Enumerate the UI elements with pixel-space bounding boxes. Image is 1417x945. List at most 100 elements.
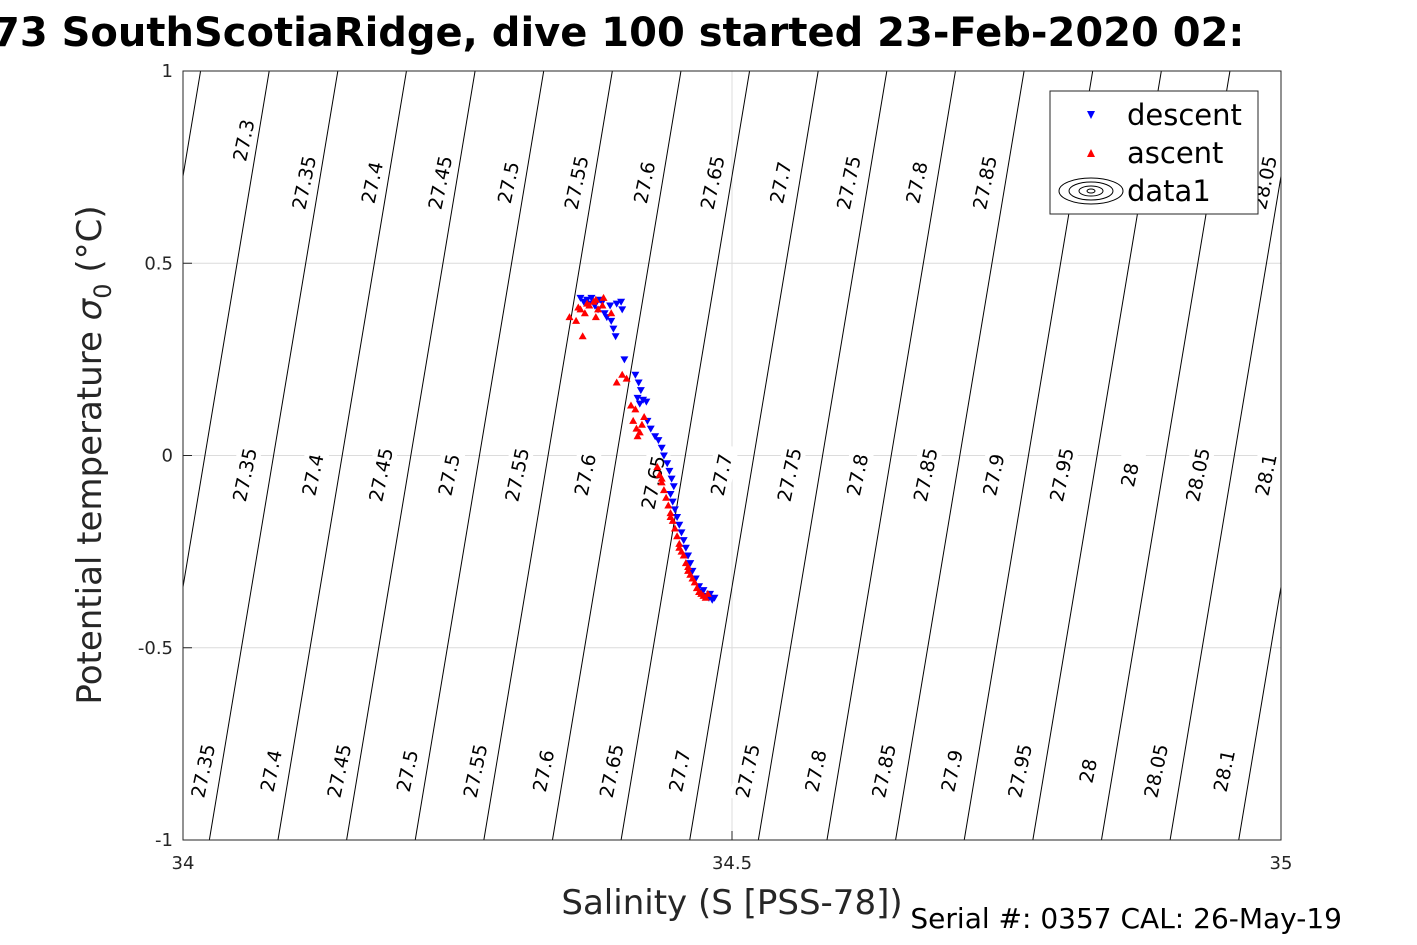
legend-contour-icon xyxy=(1058,177,1124,205)
ascent-point xyxy=(664,501,673,509)
ascent-point xyxy=(666,513,675,521)
descent-point xyxy=(675,521,684,529)
descent-point xyxy=(665,467,674,475)
ascent-point xyxy=(684,566,693,574)
contour-label-bg xyxy=(839,442,876,507)
ascent-point xyxy=(583,299,592,307)
ascent-point xyxy=(675,539,684,547)
contour-label-bg xyxy=(1179,442,1216,507)
contour-labels: 27.327.35 27.4 27.45 27.5 27.55 27.6 27.65 27.7… xyxy=(184,108,1284,803)
ascent-point xyxy=(690,578,699,586)
x-tick-label: 34.5 xyxy=(712,853,752,874)
isopycnal-line xyxy=(1376,71,1417,840)
contour-label-bg xyxy=(320,738,357,803)
ascent-point xyxy=(703,589,712,597)
descent-point xyxy=(686,560,695,568)
descent-point xyxy=(684,552,693,560)
ascent-point xyxy=(631,405,640,413)
ascent-point xyxy=(668,516,677,524)
descent-point xyxy=(663,460,672,468)
contour-label-bg xyxy=(593,738,630,803)
isopycnal-line xyxy=(3,71,131,840)
descent-point xyxy=(668,498,677,506)
ascent-point xyxy=(657,474,666,482)
isopycnal-line xyxy=(826,71,956,840)
ascent-point xyxy=(657,478,666,486)
contour-label-bg xyxy=(226,442,263,507)
isopycnal-line xyxy=(346,71,476,840)
contour-label-bg xyxy=(907,442,944,507)
contour-label-bg xyxy=(830,150,867,215)
contour-label-bg xyxy=(762,150,799,215)
ascent-point xyxy=(659,486,668,494)
isopycnal-line xyxy=(483,71,613,840)
isopycnal-line xyxy=(414,71,545,840)
contour-label-bg xyxy=(797,738,834,803)
chart-title: 73 SouthScotiaRidge, dive 100 started 23… xyxy=(0,10,1244,56)
descent-point xyxy=(633,394,642,402)
descent-point xyxy=(659,452,668,460)
contour-label-bg xyxy=(1205,738,1242,803)
contour-label-bg xyxy=(353,150,390,215)
ascent-point xyxy=(574,303,583,311)
descent-point xyxy=(609,325,618,333)
ascent-point xyxy=(662,493,671,501)
legend-label-descent: descent xyxy=(1127,98,1242,132)
descent-point xyxy=(681,544,690,552)
ascent-point xyxy=(629,416,638,424)
contour-label-bg xyxy=(661,738,698,803)
y-axis-label-prefix: Potential temperature xyxy=(70,320,110,704)
ascent-point xyxy=(666,509,675,517)
contour-label-bg xyxy=(225,108,262,173)
isopycnal-line xyxy=(895,71,1025,840)
descent-point xyxy=(710,594,719,602)
ascent-point xyxy=(701,593,710,601)
x-tick-label: 35 xyxy=(1270,853,1293,874)
descent-point xyxy=(657,444,666,452)
ascent-point xyxy=(684,563,693,571)
descent-point xyxy=(620,356,629,364)
ascent-point xyxy=(675,543,684,551)
descent-point xyxy=(677,529,686,537)
ascent-point xyxy=(607,309,616,317)
contour-label-bg xyxy=(1069,738,1106,803)
contour-label-bg xyxy=(421,150,458,215)
contour-label-bg xyxy=(1001,738,1038,803)
descent-point xyxy=(667,475,676,483)
contour-label-bg xyxy=(184,738,221,803)
y-tick-label: 0.5 xyxy=(144,253,173,274)
isopycnal-line xyxy=(551,71,682,840)
contour-label-bg xyxy=(389,738,425,803)
descent-point xyxy=(651,433,660,441)
serial-cal-footer: Serial #: 0357 CAL: 26-May-19 xyxy=(910,902,1342,935)
contour-label-bg xyxy=(457,738,494,803)
isopycnal-line xyxy=(1307,71,1417,840)
contour-label-bg xyxy=(430,442,467,507)
descent-point xyxy=(642,398,651,406)
contour-label-bg xyxy=(771,442,808,507)
descent-point xyxy=(636,387,645,395)
contour-label-bg xyxy=(498,442,535,507)
descent-point xyxy=(612,300,621,308)
contour-label-bg xyxy=(933,738,970,803)
isopycnal-line xyxy=(1238,583,1281,840)
isopycnal-line xyxy=(183,71,270,590)
contour-label-bg xyxy=(626,150,663,215)
contour-label-bg xyxy=(362,442,399,507)
contour-label-bg xyxy=(558,150,595,215)
ascent-point xyxy=(591,313,600,321)
ascent-point xyxy=(670,524,679,532)
ascent-point xyxy=(632,424,641,432)
descent-point xyxy=(669,483,678,491)
ascent-point xyxy=(572,316,581,324)
legend-label-data1: data1 xyxy=(1127,174,1211,208)
ascent-point xyxy=(679,551,688,559)
descent-point xyxy=(600,310,609,318)
contour-label-bg xyxy=(294,442,331,507)
y-tick-label: -1 xyxy=(155,830,173,851)
descent-point xyxy=(666,490,675,498)
legend-label-ascent: ascent xyxy=(1127,136,1223,170)
contour-label-bg xyxy=(694,150,731,215)
descent-point xyxy=(631,371,640,379)
